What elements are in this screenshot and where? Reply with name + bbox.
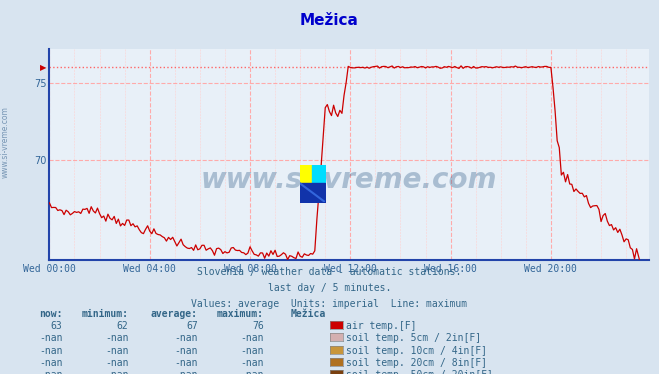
Text: Mežica: Mežica (300, 13, 359, 28)
Text: www.si-vreme.com: www.si-vreme.com (201, 166, 498, 194)
Text: soil temp. 5cm / 2in[F]: soil temp. 5cm / 2in[F] (346, 333, 481, 343)
Text: maximum:: maximum: (217, 309, 264, 319)
Text: -nan: -nan (174, 333, 198, 343)
Text: -nan: -nan (174, 370, 198, 374)
Text: average:: average: (151, 309, 198, 319)
Text: 67: 67 (186, 321, 198, 331)
Text: -nan: -nan (240, 333, 264, 343)
Text: now:: now: (39, 309, 63, 319)
Text: -nan: -nan (174, 346, 198, 356)
Text: air temp.[F]: air temp.[F] (346, 321, 416, 331)
Text: -nan: -nan (240, 370, 264, 374)
Text: -nan: -nan (105, 358, 129, 368)
Text: -nan: -nan (174, 358, 198, 368)
Text: 63: 63 (51, 321, 63, 331)
Text: 76: 76 (252, 321, 264, 331)
Text: last day / 5 minutes.: last day / 5 minutes. (268, 283, 391, 293)
Text: soil temp. 50cm / 20in[F]: soil temp. 50cm / 20in[F] (346, 370, 493, 374)
Text: www.si-vreme.com: www.si-vreme.com (1, 106, 10, 178)
Text: -nan: -nan (39, 333, 63, 343)
Text: -nan: -nan (39, 358, 63, 368)
Text: soil temp. 20cm / 8in[F]: soil temp. 20cm / 8in[F] (346, 358, 487, 368)
Text: -nan: -nan (105, 333, 129, 343)
Text: -nan: -nan (39, 346, 63, 356)
Text: ▶: ▶ (40, 62, 47, 72)
Text: minimum:: minimum: (82, 309, 129, 319)
Text: Values: average  Units: imperial  Line: maximum: Values: average Units: imperial Line: ma… (191, 299, 468, 309)
Text: Slovenia / weather data - automatic stations.: Slovenia / weather data - automatic stat… (197, 267, 462, 278)
Text: -nan: -nan (240, 346, 264, 356)
Text: -nan: -nan (39, 370, 63, 374)
Text: soil temp. 10cm / 4in[F]: soil temp. 10cm / 4in[F] (346, 346, 487, 356)
Text: Mežica: Mežica (291, 309, 326, 319)
Text: -nan: -nan (105, 370, 129, 374)
Text: -nan: -nan (240, 358, 264, 368)
Text: -nan: -nan (105, 346, 129, 356)
Text: 62: 62 (117, 321, 129, 331)
